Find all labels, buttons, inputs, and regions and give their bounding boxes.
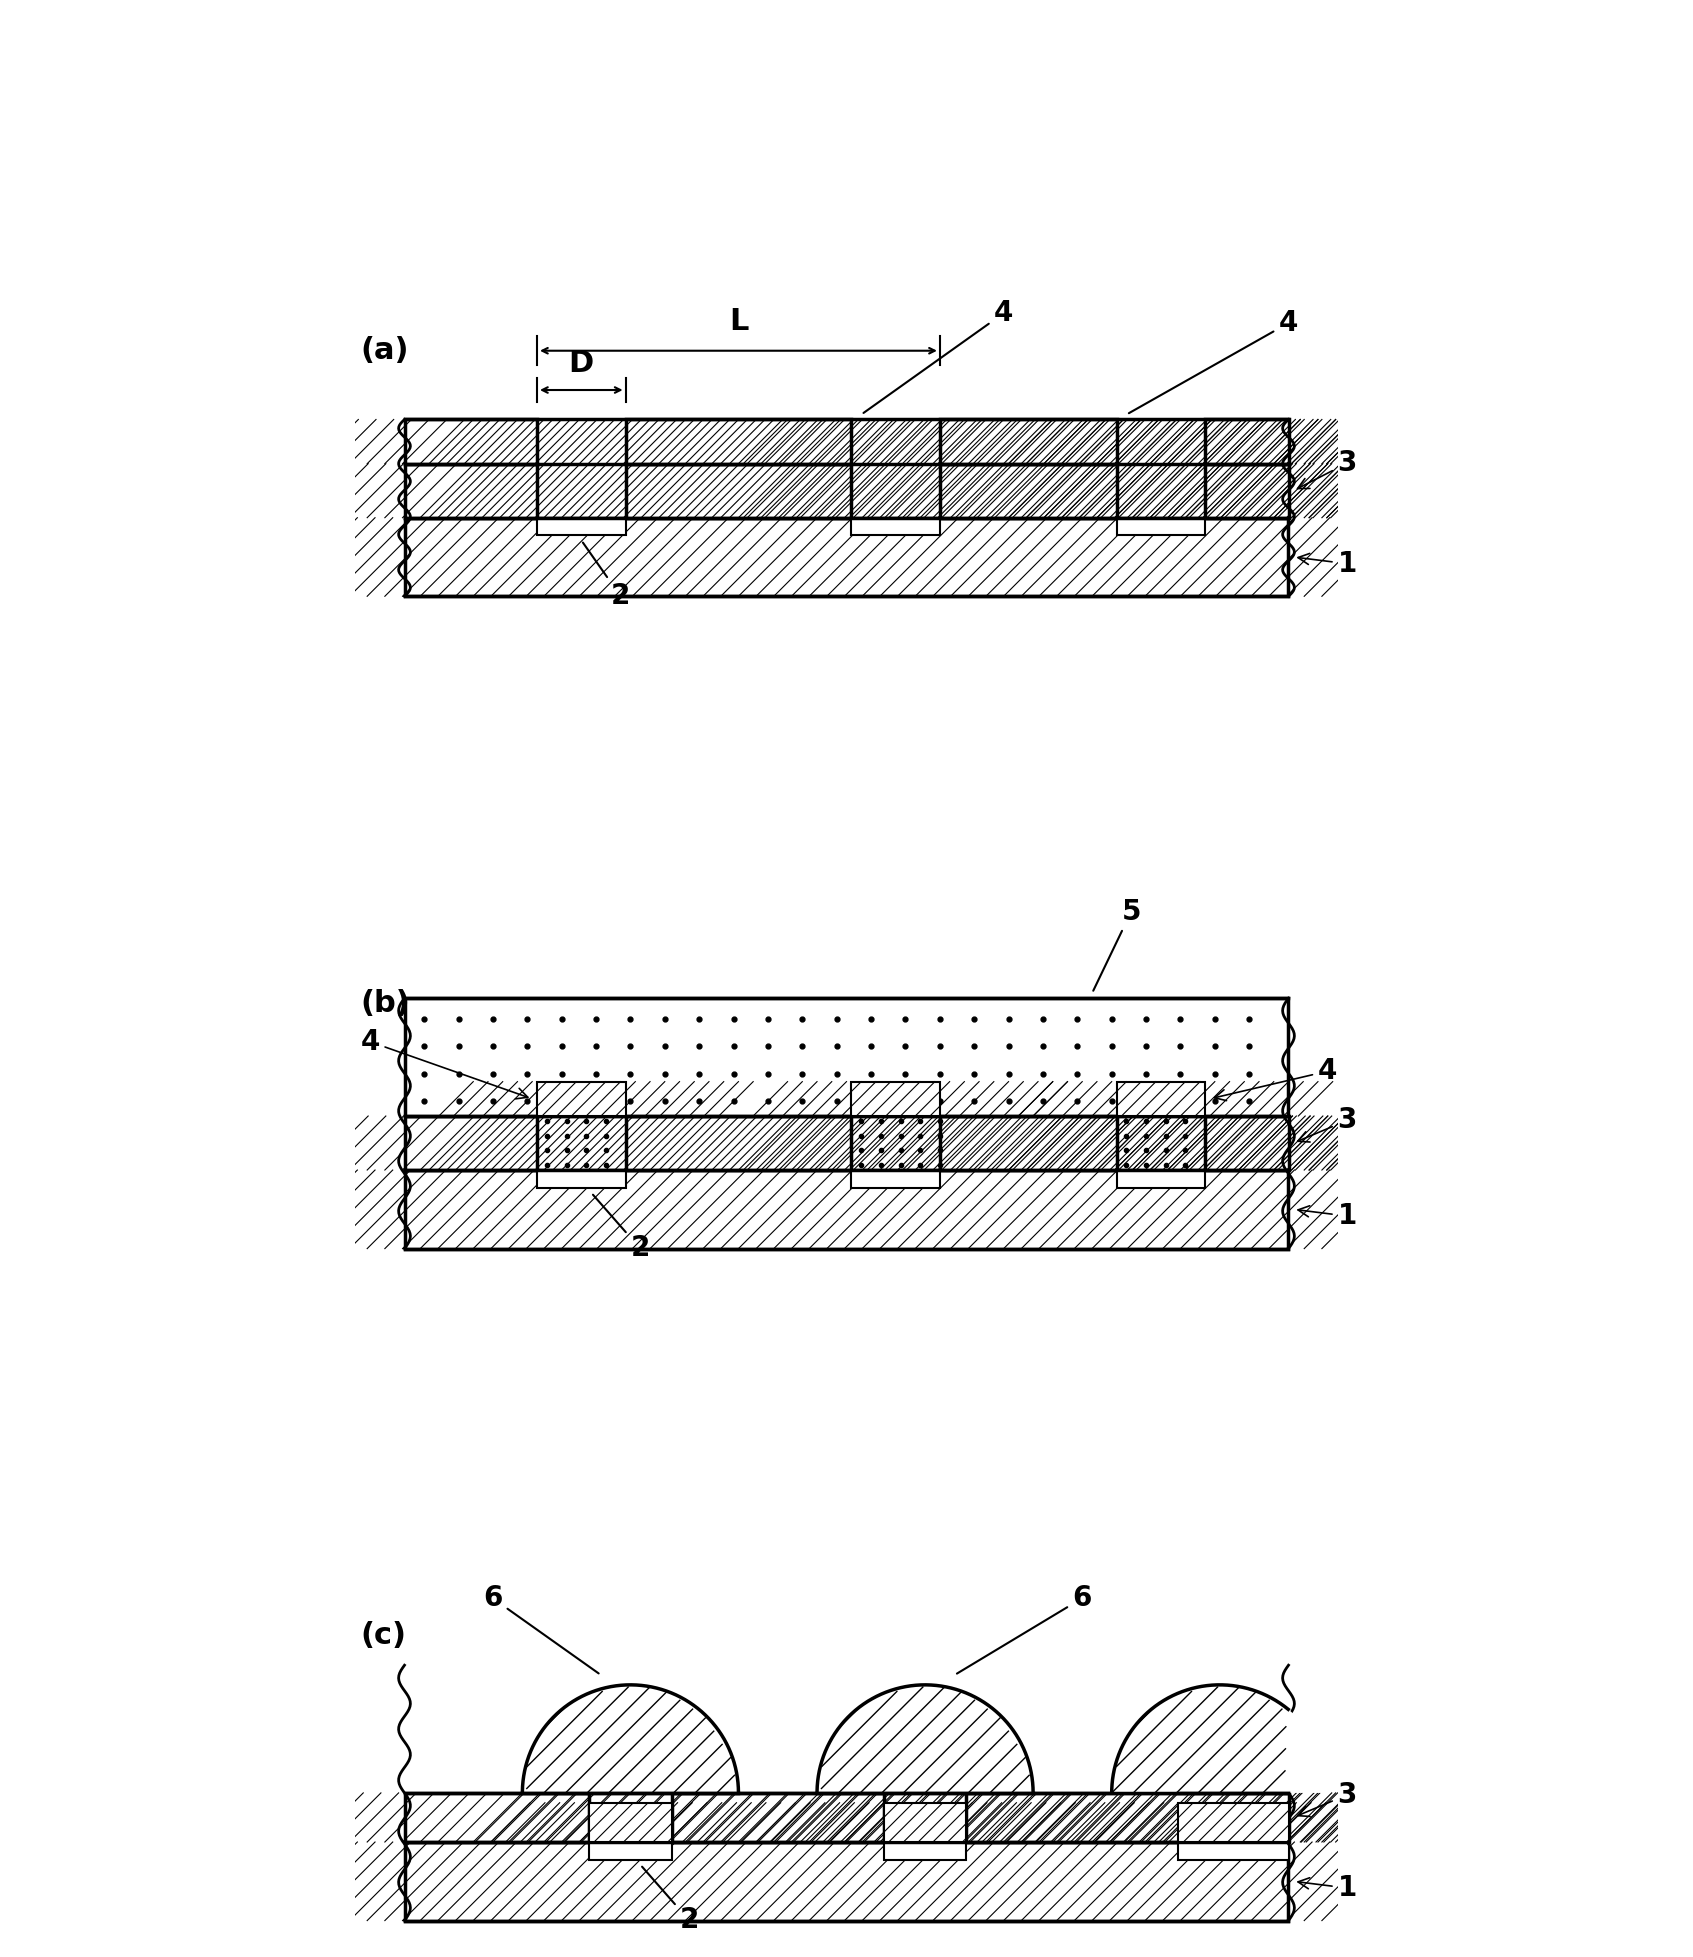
Bar	[405, 1842, 1288, 1920]
Bar	[405, 1170, 1288, 1249]
Bar	[940, 464, 1117, 519]
Text: (a): (a)	[361, 337, 408, 366]
Text: 2: 2	[642, 1867, 699, 1934]
Text: 3: 3	[1299, 1106, 1358, 1143]
Bar	[405, 519, 1288, 597]
Bar	[405, 1115, 537, 1170]
Bar	[537, 519, 625, 536]
Text: 4: 4	[863, 299, 1012, 413]
Text: 4: 4	[1214, 1057, 1337, 1100]
Bar	[884, 1802, 967, 1842]
Text: 6: 6	[483, 1585, 599, 1673]
Bar	[405, 998, 1288, 1115]
Text: 5: 5	[1094, 898, 1141, 990]
Bar	[672, 1793, 884, 1842]
Text: 1: 1	[1299, 550, 1356, 577]
Text: 6: 6	[957, 1585, 1092, 1673]
Bar	[1117, 519, 1205, 536]
Bar	[405, 1793, 589, 1842]
Bar	[1205, 1115, 1288, 1170]
Text: D: D	[569, 348, 594, 378]
Polygon shape	[1112, 1685, 1327, 1793]
Bar	[405, 464, 537, 519]
Bar	[1178, 1842, 1288, 1859]
Bar	[940, 419, 1117, 464]
Bar	[537, 1170, 625, 1188]
Text: 1: 1	[1299, 1875, 1356, 1902]
Bar	[852, 519, 940, 536]
Bar	[1178, 1802, 1288, 1842]
Text: 2: 2	[582, 542, 630, 611]
Bar	[405, 419, 537, 464]
Text: L: L	[728, 307, 748, 337]
Text: (b): (b)	[361, 988, 410, 1018]
Bar	[625, 1115, 852, 1170]
Polygon shape	[523, 1685, 738, 1793]
Text: (c): (c)	[361, 1620, 406, 1650]
Text: 2: 2	[593, 1194, 650, 1262]
Polygon shape	[818, 1685, 1033, 1793]
Bar	[1117, 1082, 1205, 1115]
Bar	[625, 464, 852, 519]
Bar	[884, 1842, 967, 1859]
Bar	[589, 1802, 672, 1842]
Text: 4: 4	[361, 1027, 528, 1098]
Bar	[589, 1842, 672, 1859]
Bar	[1205, 464, 1288, 519]
Text: 4: 4	[1129, 309, 1299, 413]
Bar	[1117, 1170, 1205, 1188]
Text: 3: 3	[1297, 448, 1358, 489]
Bar	[967, 1793, 1288, 1842]
Bar	[852, 1082, 940, 1115]
Bar	[1205, 419, 1288, 464]
Text: 1: 1	[1299, 1202, 1356, 1231]
Bar	[625, 419, 852, 464]
Text: 3: 3	[1299, 1781, 1358, 1816]
Bar	[940, 1115, 1117, 1170]
Bar	[852, 1170, 940, 1188]
Bar	[537, 1082, 625, 1115]
